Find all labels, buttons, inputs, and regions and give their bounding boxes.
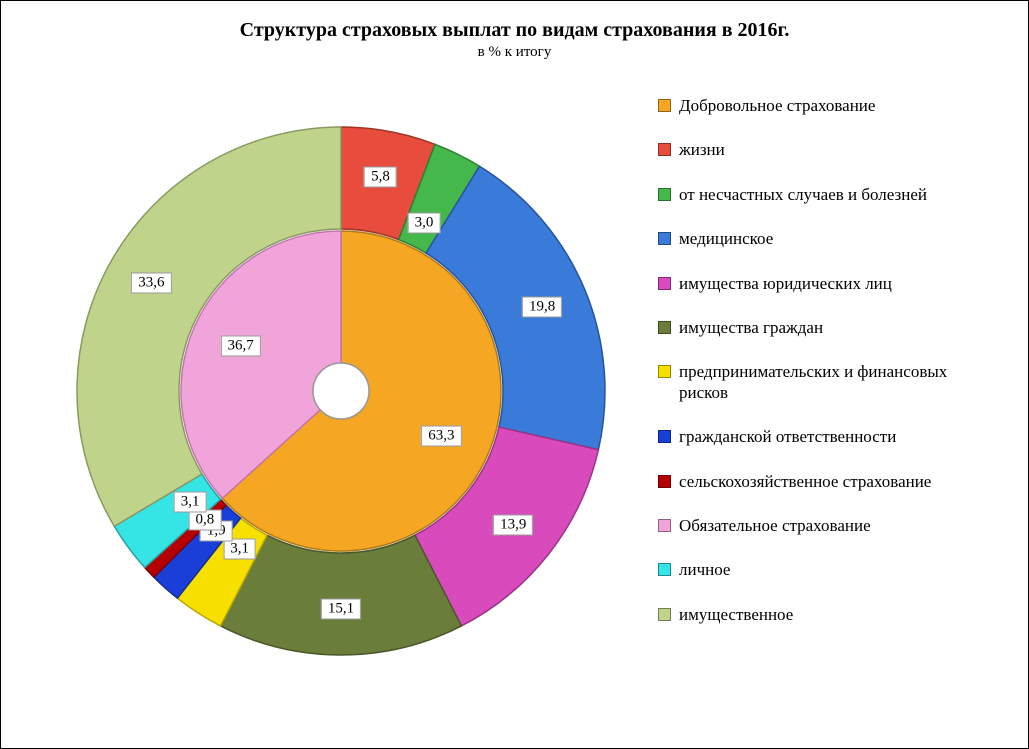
data-label: 5,8 — [364, 166, 397, 187]
legend-swatch — [658, 143, 671, 156]
legend-item: гражданской ответственности — [658, 427, 998, 447]
pie-svg — [41, 81, 641, 721]
legend-swatch — [658, 232, 671, 245]
legend-label: сельскохозяйственное страхование — [679, 472, 931, 492]
legend-label: Добровольное страхование — [679, 96, 875, 116]
chart-subtitle: в % к итогу — [1, 42, 1028, 67]
legend-swatch — [658, 277, 671, 290]
data-label: 63,3 — [421, 425, 461, 446]
legend-item: личное — [658, 560, 998, 580]
chart-legend: Добровольное страхование жизни от несчас… — [658, 96, 998, 649]
data-label: 15,1 — [321, 599, 361, 620]
legend-swatch — [658, 563, 671, 576]
legend-label: имущественное — [679, 605, 793, 625]
data-label: 36,7 — [220, 336, 260, 357]
chart-title: Структура страховых выплат по видам стра… — [1, 1, 1028, 42]
legend-swatch — [658, 188, 671, 201]
legend-label: имущества юридических лиц — [679, 274, 892, 294]
legend-swatch — [658, 99, 671, 112]
data-label: 3,1 — [174, 492, 207, 513]
legend-label: гражданской ответственности — [679, 427, 896, 447]
legend-item: имущества юридических лиц — [658, 274, 998, 294]
legend-swatch — [658, 608, 671, 621]
legend-item: от несчастных случаев и болезней — [658, 185, 998, 205]
legend-item: Обязательное страхование — [658, 516, 998, 536]
legend-item: Добровольное страхование — [658, 96, 998, 116]
donut-hole — [313, 363, 369, 419]
legend-item: имущества граждан — [658, 318, 998, 338]
legend-label: личное — [679, 560, 730, 580]
legend-swatch — [658, 519, 671, 532]
legend-item: предпринимательских и финансовых рисков — [658, 362, 998, 403]
legend-item: сельскохозяйственное страхование — [658, 472, 998, 492]
legend-swatch — [658, 321, 671, 334]
legend-label: от несчастных случаев и болезней — [679, 185, 927, 205]
legend-label: медицинское — [679, 229, 773, 249]
legend-swatch — [658, 430, 671, 443]
legend-label: предпринимательских и финансовых рисков — [679, 362, 998, 403]
legend-label: жизни — [679, 140, 725, 160]
data-label: 19,8 — [522, 296, 562, 317]
legend-swatch — [658, 365, 671, 378]
legend-label: Обязательное страхование — [679, 516, 871, 536]
legend-label: имущества граждан — [679, 318, 823, 338]
data-label: 33,6 — [131, 273, 171, 294]
data-label: 3,0 — [408, 212, 441, 233]
data-label: 13,9 — [493, 514, 533, 535]
legend-item: жизни — [658, 140, 998, 160]
legend-item: имущественное — [658, 605, 998, 625]
legend-swatch — [658, 475, 671, 488]
legend-item: медицинское — [658, 229, 998, 249]
pie-chart: 5,83,019,813,915,13,11,90,83,133,663,336… — [41, 81, 641, 721]
